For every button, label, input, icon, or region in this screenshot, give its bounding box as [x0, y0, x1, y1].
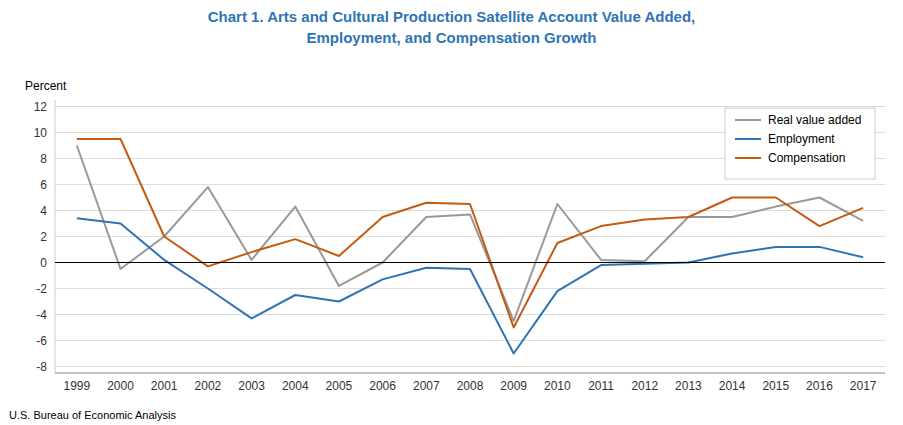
x-tick-label: 2007 — [413, 379, 440, 393]
x-tick-label: 2001 — [151, 379, 178, 393]
y-tick-label: 2 — [40, 230, 47, 244]
legend-swatch — [735, 138, 761, 140]
grid-line — [55, 184, 885, 185]
series-line — [77, 218, 863, 353]
source: U.S. Bureau of Economic Analysis — [9, 409, 176, 421]
y-tick-label: -8 — [36, 360, 47, 374]
x-tick-label: 1999 — [63, 379, 90, 393]
x-axis-line — [55, 373, 885, 374]
x-tick-label: 2011 — [588, 379, 614, 393]
x-tick-label: 2016 — [806, 379, 833, 393]
y-tick-label: -4 — [36, 308, 47, 322]
grid-line — [55, 262, 885, 263]
x-tick-label: 2015 — [762, 379, 789, 393]
y-tick-label: 8 — [40, 152, 47, 166]
y-tick-label: 0 — [40, 256, 47, 270]
x-tick-label: 2013 — [675, 379, 702, 393]
legend-label: Compensation — [768, 151, 845, 165]
legend-swatch — [735, 157, 761, 159]
x-tick-label: 2012 — [631, 379, 658, 393]
x-tick-label: 2009 — [500, 379, 527, 393]
grid — [55, 107, 885, 367]
x-tick-label: 2006 — [369, 379, 396, 393]
y-axis-line — [55, 100, 56, 373]
chart: Chart 1. Arts and Cultural Production Sa… — [0, 0, 903, 425]
y-axis-label: Percent — [25, 79, 67, 93]
y-tick-label: 12 — [34, 100, 48, 114]
x-tick-label: 2005 — [326, 379, 353, 393]
grid-line — [55, 106, 885, 107]
y-tick-label: 4 — [40, 204, 47, 218]
y-tick-label: 6 — [40, 178, 47, 192]
y-tick-label: -6 — [36, 334, 47, 348]
x-tick-label: 2003 — [238, 379, 265, 393]
zero-line — [55, 262, 885, 263]
x-tick-label: 2002 — [195, 379, 222, 393]
grid-line — [55, 288, 885, 289]
x-tick-label: 2004 — [282, 379, 309, 393]
grid-line — [55, 314, 885, 315]
x-tick-label: 2010 — [544, 379, 571, 393]
x-tick-label: 2000 — [107, 379, 134, 393]
legend-label: Employment — [768, 132, 835, 146]
grid-line — [55, 158, 885, 159]
y-tick-label: 10 — [34, 126, 48, 140]
grid-line — [55, 340, 885, 341]
grid-line — [55, 366, 885, 367]
legend-label: Real value added — [768, 113, 861, 127]
legend: Real value added Employment Compensation — [725, 108, 875, 179]
x-tick-label: 2017 — [850, 379, 877, 393]
x-tick-label: 2008 — [457, 379, 484, 393]
legend-frame — [725, 108, 875, 179]
grid-line — [55, 236, 885, 237]
title: Chart 1. Arts and Cultural Production Sa… — [208, 8, 696, 46]
legend-swatch — [735, 119, 761, 121]
x-tick-label: 2014 — [719, 379, 746, 393]
y-tick-label: -2 — [36, 282, 47, 296]
